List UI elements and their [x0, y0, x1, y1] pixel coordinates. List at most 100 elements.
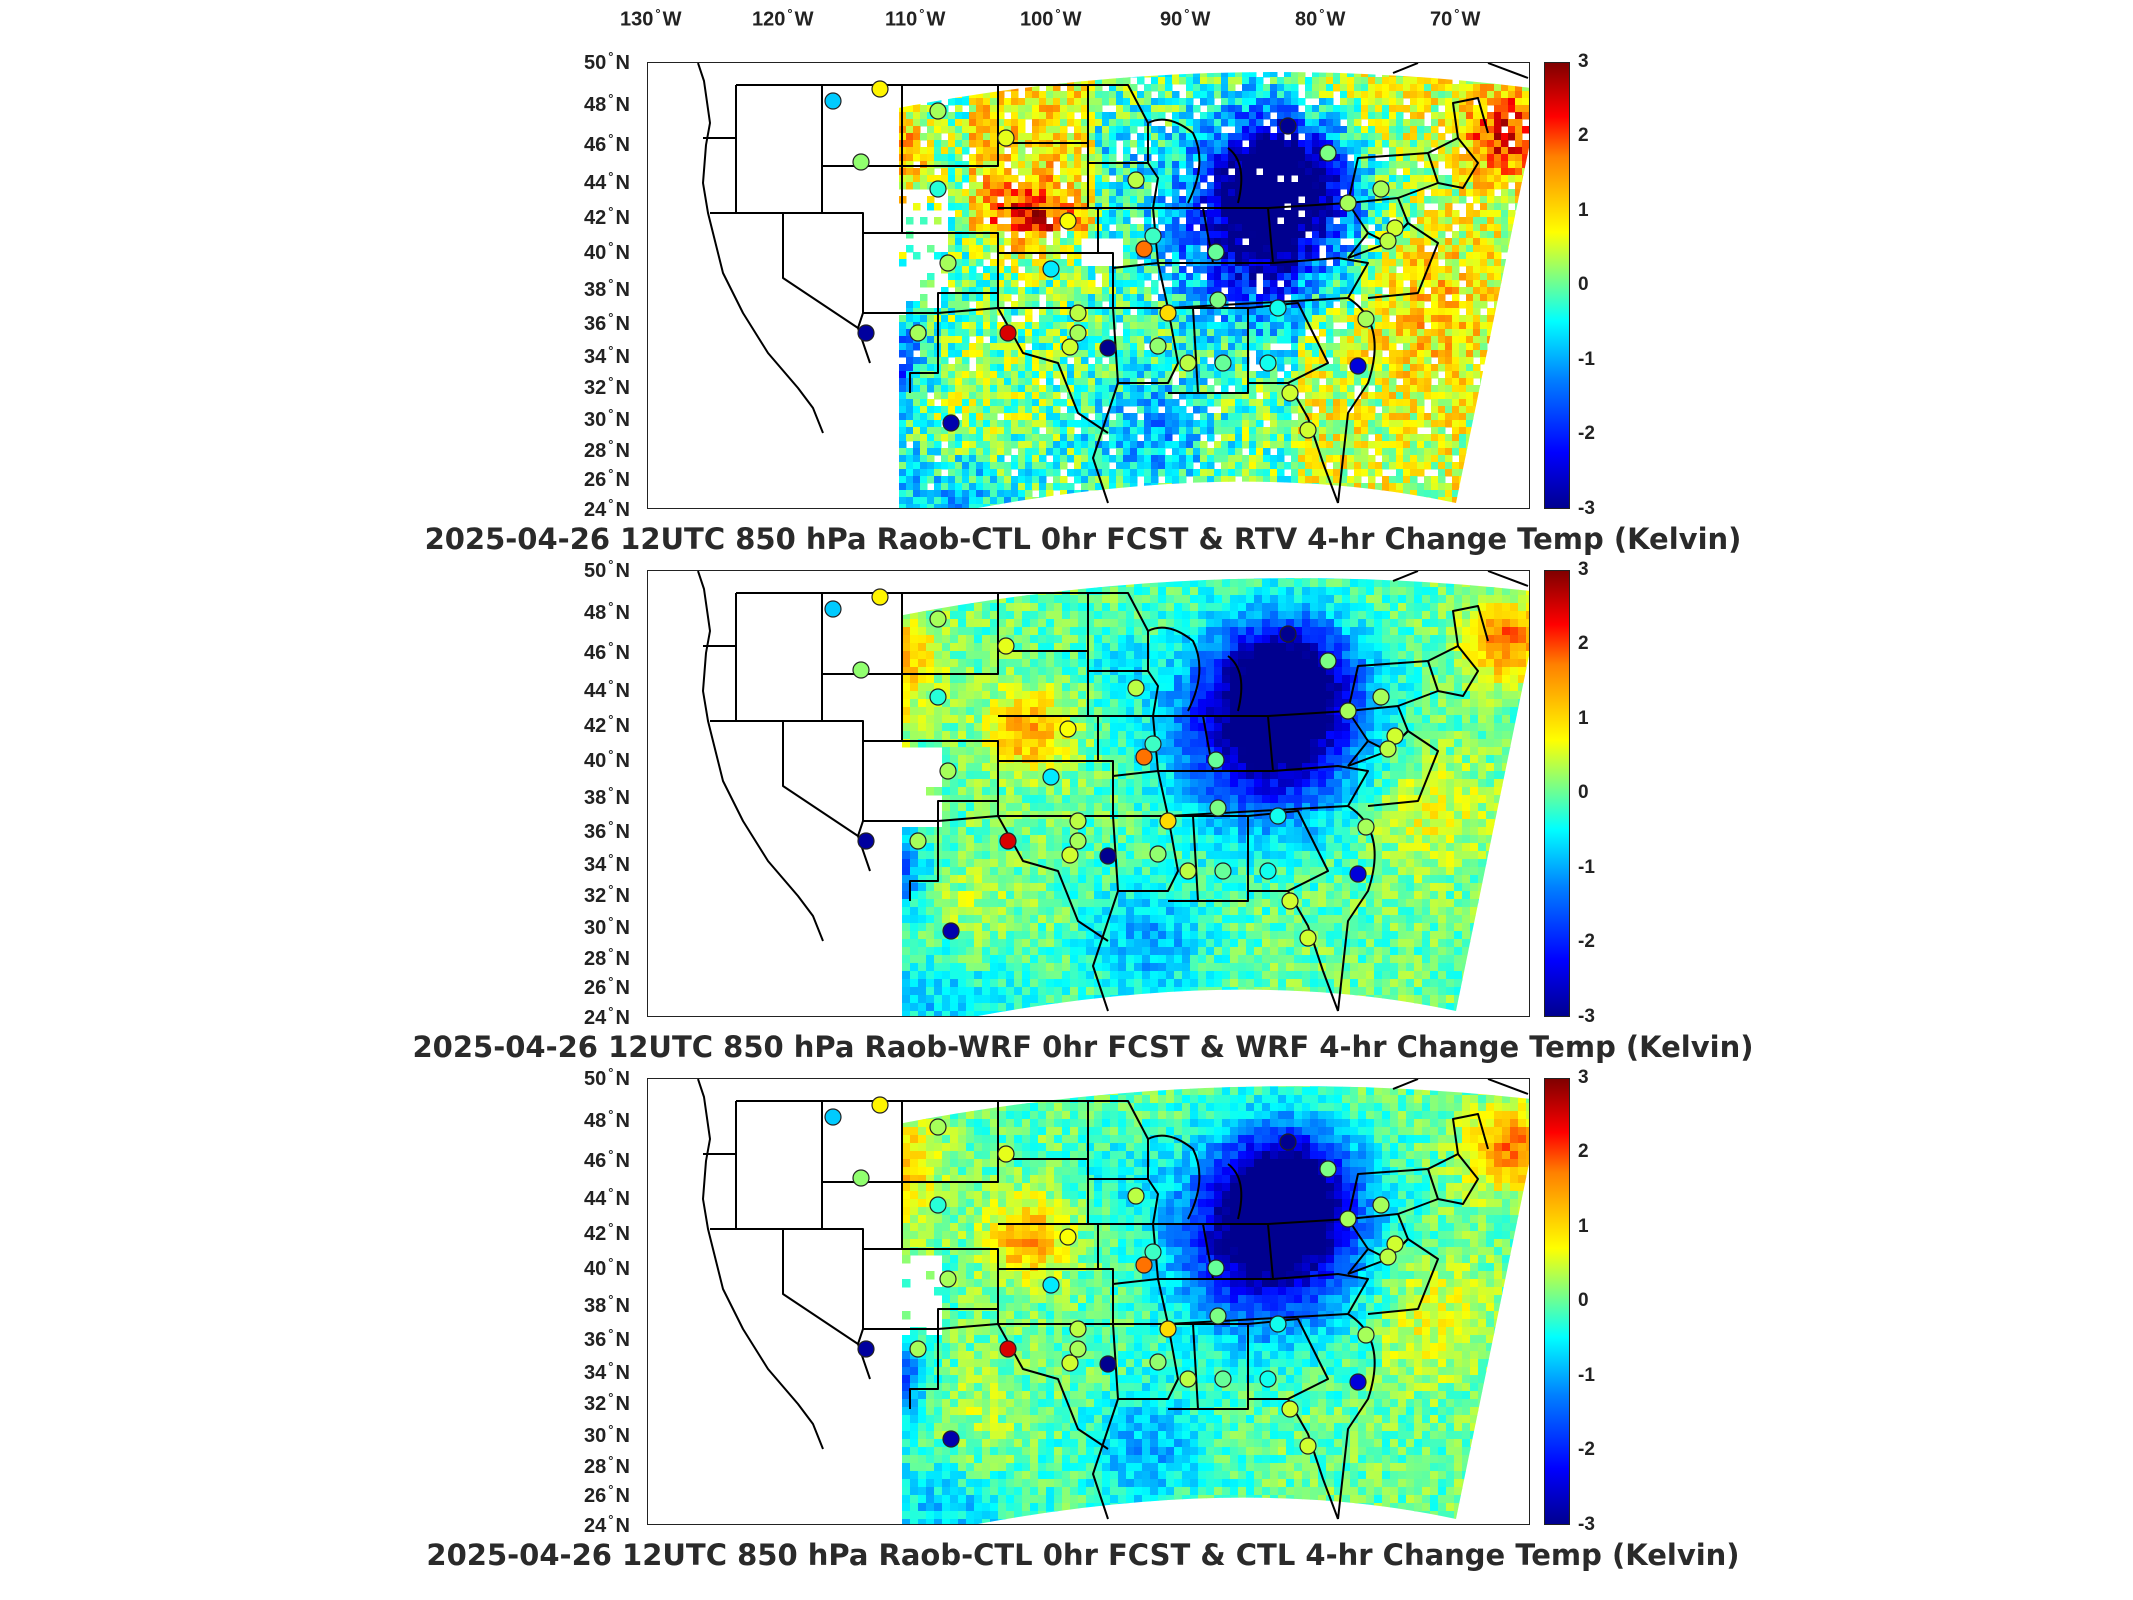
colorbar-tick-label: 1: [1578, 1216, 1589, 1237]
raob-station-marker: [1127, 1187, 1145, 1205]
raob-station-marker: [1339, 1210, 1357, 1228]
colorbar-tick-label: 3: [1578, 1067, 1589, 1088]
raob-stations: [824, 80, 1404, 439]
temperature-change-field: [898, 1086, 1529, 1524]
raob-station-marker: [1319, 144, 1337, 162]
raob-stations: [824, 588, 1404, 947]
raob-station-marker: [1349, 1373, 1367, 1391]
raob-station-marker: [1135, 748, 1153, 766]
raob-station-marker: [999, 832, 1017, 850]
raob-station-marker: [909, 1340, 927, 1358]
latitude-label: 32 ° N: [584, 374, 630, 399]
latitude-label: 40 ° N: [584, 747, 630, 772]
raob-station-marker: [1149, 845, 1167, 863]
lon-label-100w: 100 ° W: [1020, 6, 1082, 31]
colorbar-tick-label: 1: [1578, 200, 1589, 221]
latitude-label: 42 ° N: [584, 1220, 630, 1245]
lon-label-90w: 90 ° W: [1160, 6, 1211, 31]
latitude-label: 38 ° N: [584, 1292, 630, 1317]
colorbar: [1544, 62, 1570, 509]
raob-station-marker: [1269, 807, 1287, 825]
raob-station-marker: [1179, 1370, 1197, 1388]
colorbar-tick-label: 0: [1578, 1290, 1589, 1311]
raob-station-marker: [1061, 846, 1079, 864]
raob-station-marker: [1339, 702, 1357, 720]
raob-station-marker: [1061, 338, 1079, 356]
raob-station-marker: [997, 129, 1015, 147]
raob-station-marker: [1259, 862, 1277, 880]
raob-station-marker: [857, 324, 875, 342]
raob-station-marker: [1144, 735, 1162, 753]
raob-station-marker: [1061, 1354, 1079, 1372]
lon-label-130w: 130 ° W: [620, 6, 682, 31]
raob-station-marker: [1069, 304, 1087, 322]
latitude-label: 50 ° N: [584, 1065, 630, 1090]
raob-station-marker: [1144, 227, 1162, 245]
raob-station-marker: [824, 92, 842, 110]
colorbar-tick-label: -1: [1578, 349, 1595, 370]
state-and-coast-borders: [697, 1079, 1529, 1520]
colorbar-tick-label: -1: [1578, 1365, 1595, 1386]
temperature-change-field: [899, 72, 1529, 508]
raob-station-marker: [909, 832, 927, 850]
raob-station-marker: [1149, 337, 1167, 355]
raob-station-marker: [1259, 354, 1277, 372]
raob-station-marker: [1372, 1196, 1390, 1214]
latitude-label: 32 ° N: [584, 882, 630, 907]
raob-station-marker: [1159, 812, 1177, 830]
lon-label-80w: 80 ° W: [1295, 6, 1346, 31]
raob-station-marker: [1059, 720, 1077, 738]
raob-station-marker: [929, 688, 947, 706]
raob-station-marker: [1069, 324, 1087, 342]
raob-station-marker: [1357, 1326, 1375, 1344]
raob-station-marker: [997, 1145, 1015, 1163]
raob-station-marker: [852, 661, 870, 679]
latitude-label: 28 ° N: [584, 437, 630, 462]
raob-station-marker: [1179, 862, 1197, 880]
raob-station-marker: [1357, 310, 1375, 328]
latitude-label: 30 ° N: [584, 1422, 630, 1447]
latitude-label: 30 ° N: [584, 406, 630, 431]
latitude-label: 48 ° N: [584, 599, 630, 624]
raob-station-marker: [929, 610, 947, 628]
raob-station-marker: [1099, 339, 1117, 357]
raob-station-marker: [1386, 219, 1404, 237]
colorbar-tick-label: 3: [1578, 559, 1589, 580]
raob-station-marker: [942, 1430, 960, 1448]
panel-title: 2025-04-26 12UTC 850 hPa Raob-CTL 0hr FC…: [424, 522, 1742, 556]
raob-station-marker: [824, 600, 842, 618]
colorbar: [1544, 570, 1570, 1017]
raob-station-marker: [852, 1169, 870, 1187]
latitude-label: 24 ° N: [584, 1004, 630, 1029]
raob-station-marker: [1159, 304, 1177, 322]
latitude-label: 34 ° N: [584, 851, 630, 876]
raob-station-marker: [1299, 1437, 1317, 1455]
raob-station-marker: [1281, 384, 1299, 402]
latitude-label: 50 ° N: [584, 49, 630, 74]
raob-station-marker: [1059, 212, 1077, 230]
temperature-change-field: [898, 578, 1529, 1016]
latitude-label: 42 ° N: [584, 204, 630, 229]
raob-station-marker: [1209, 1307, 1227, 1325]
raob-station-marker: [852, 153, 870, 171]
raob-station-marker: [1372, 688, 1390, 706]
panel-title: 2025-04-26 12UTC 850 hPa Raob-WRF 0hr FC…: [412, 1030, 1754, 1064]
lon-label-120w: 120 ° W: [752, 6, 814, 31]
raob-station-marker: [1349, 357, 1367, 375]
raob-station-marker: [1207, 243, 1225, 261]
raob-station-marker: [1379, 740, 1397, 758]
latitude-label: 46 ° N: [584, 1147, 630, 1172]
raob-station-marker: [1386, 1235, 1404, 1253]
raob-station-marker: [1349, 865, 1367, 883]
lon-label-110w: 110 ° W: [885, 6, 946, 31]
latitude-label: 28 ° N: [584, 945, 630, 970]
raob-station-marker: [1042, 768, 1060, 786]
latitude-label: 24 ° N: [584, 1512, 630, 1537]
raob-station-marker: [1269, 299, 1287, 317]
raob-station-marker: [999, 324, 1017, 342]
raob-station-marker: [1386, 727, 1404, 745]
raob-station-marker: [1059, 1228, 1077, 1246]
raob-station-marker: [929, 1118, 947, 1136]
raob-station-marker: [824, 1108, 842, 1126]
latitude-label: 26 ° N: [584, 466, 630, 491]
